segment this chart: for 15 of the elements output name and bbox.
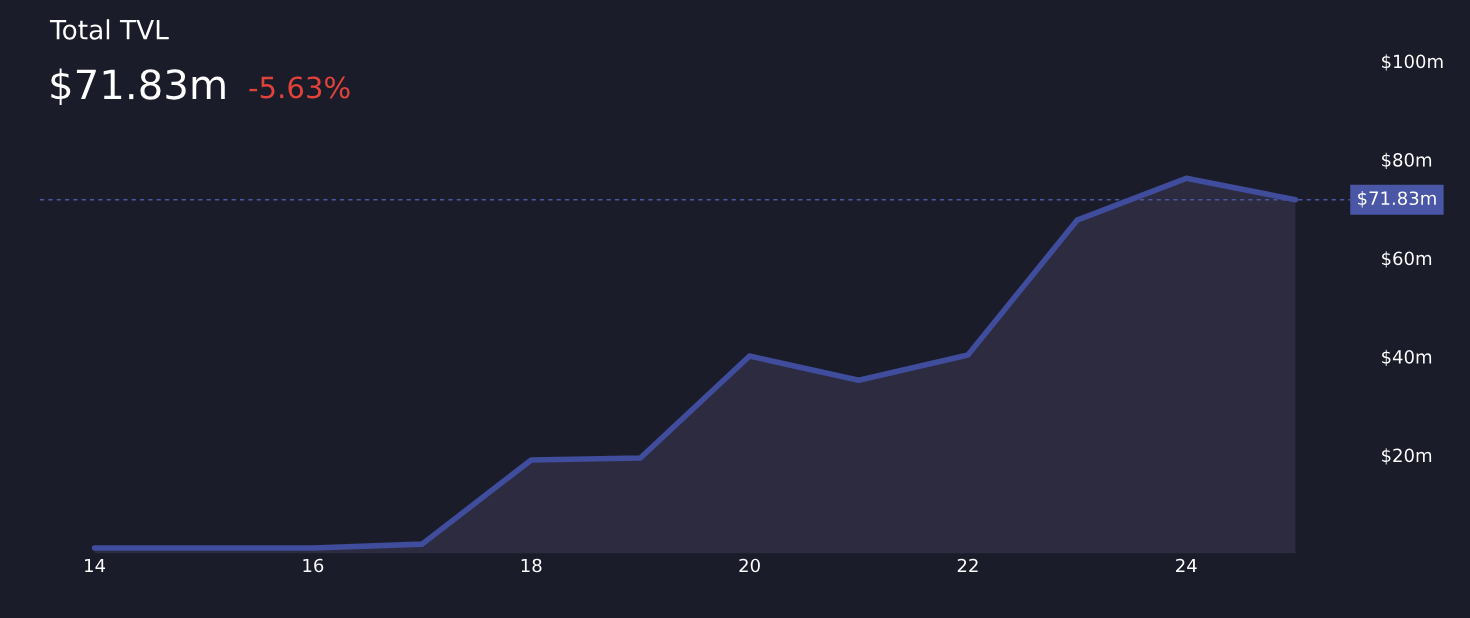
x-tick-label: 22 (957, 558, 978, 573)
y-tick-label: $100m (1382, 54, 1443, 71)
y-tick-label: $20m (1382, 448, 1432, 465)
y-tick-label: $40m (1382, 349, 1432, 367)
y-tick-label: $60m (1382, 251, 1432, 268)
x-tick-label: 14 (85, 558, 106, 573)
x-tick-label: 18 (521, 558, 542, 573)
ref-line-label: $71.83m (1358, 191, 1436, 208)
annotation: -5.63% (249, 76, 350, 99)
x-tick-label: 16 (303, 558, 324, 573)
x-tick-label: 24 (1176, 558, 1197, 573)
chart-title: Total TVL (49, 19, 169, 40)
y-tick-label: $80m (1382, 152, 1432, 170)
x-tick-label: 20 (739, 558, 760, 573)
text: $71.83m (51, 68, 225, 106)
